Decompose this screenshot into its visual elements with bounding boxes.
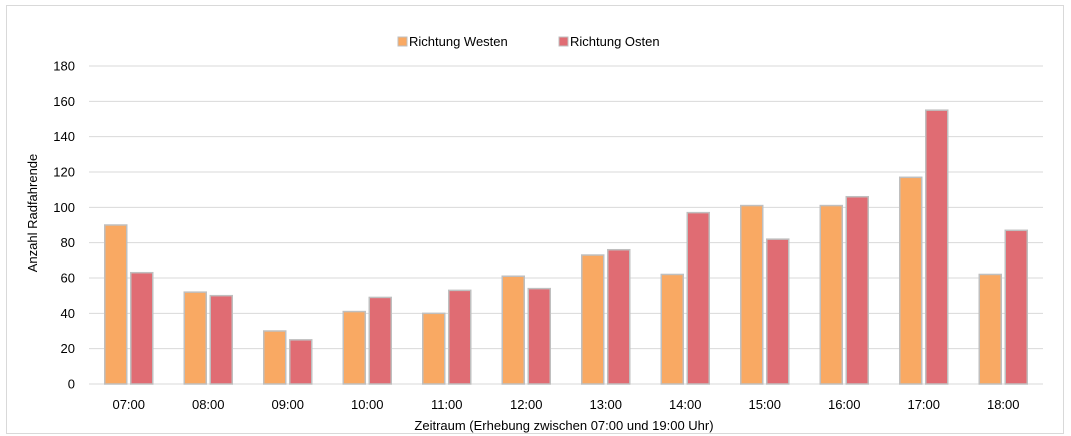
x-axis-title: Zeitraum (Erhebung zwischen 07:00 und 19… xyxy=(414,418,713,433)
x-tick-label: 15:00 xyxy=(748,397,781,412)
bar-osten-1300 xyxy=(607,248,631,385)
x-tick-label: 13:00 xyxy=(589,397,622,412)
bar-westen-1300 xyxy=(581,254,605,385)
legend-label: Richtung Westen xyxy=(409,34,508,49)
y-tick-label: 60 xyxy=(61,271,75,286)
bar-westen-1800 xyxy=(978,273,1002,385)
x-tick-label: 11:00 xyxy=(431,397,463,412)
bar-osten-0700 xyxy=(130,271,154,385)
bar-osten-1200 xyxy=(527,287,551,385)
x-tick-label: 16:00 xyxy=(828,397,861,412)
x-tick-label: 14:00 xyxy=(669,397,702,412)
bar-westen-1700 xyxy=(899,176,923,385)
y-tick-label: 100 xyxy=(53,200,75,215)
bar-westen-1100 xyxy=(422,312,446,385)
y-tick-label: 160 xyxy=(53,94,75,109)
y-tick-label: 180 xyxy=(53,59,75,74)
bar-westen-1000 xyxy=(342,310,366,385)
bar-westen-0800 xyxy=(183,291,207,385)
bar-osten-1700 xyxy=(925,109,949,385)
bar-osten-1000 xyxy=(368,296,392,385)
bar-westen-1500 xyxy=(740,204,764,385)
bar-osten-1400 xyxy=(686,211,710,385)
legend-swatch xyxy=(558,36,569,47)
x-tick-label: 08:00 xyxy=(192,397,225,412)
y-axis-ticks: 0 20 40 60 80 100 120 140 160 180 xyxy=(53,59,75,392)
x-tick-label: 09:00 xyxy=(271,397,304,412)
y-tick-label: 20 xyxy=(61,341,75,356)
bar-westen-1200 xyxy=(501,275,525,385)
y-tick-label: 140 xyxy=(53,129,75,144)
bar-osten-1500 xyxy=(766,238,790,385)
bar-osten-1100 xyxy=(448,289,472,385)
legend-label: Richtung Osten xyxy=(570,34,660,49)
bars xyxy=(104,109,1028,385)
x-tick-label: 10:00 xyxy=(351,397,384,412)
x-tick-label: 12:00 xyxy=(510,397,543,412)
bar-westen-1600 xyxy=(819,204,843,385)
x-tick-label: 17:00 xyxy=(907,397,940,412)
y-tick-label: 120 xyxy=(53,165,75,180)
bar-westen-1400 xyxy=(660,273,684,385)
x-axis-ticks: 07:00 08:00 09:00 10:00 11:00 12:00 13:00 14:00… xyxy=(112,397,1019,412)
legend-swatch xyxy=(397,36,408,47)
y-tick-label: 0 xyxy=(68,377,75,392)
x-tick-label: 07:00 xyxy=(112,397,145,412)
bar-westen-0700 xyxy=(104,224,128,385)
y-tick-label: 40 xyxy=(61,306,75,321)
bar-osten-0900 xyxy=(289,339,313,385)
bar-westen-0900 xyxy=(263,330,287,385)
legend: Richtung Westen Richtung Osten xyxy=(397,34,660,49)
bar-osten-1800 xyxy=(1004,229,1028,385)
x-tick-label: 18:00 xyxy=(987,397,1020,412)
bar-osten-1600 xyxy=(845,195,869,385)
y-axis-title: Anzahl Radfahrende xyxy=(25,154,40,273)
gridlines xyxy=(89,65,1043,385)
bar-osten-0800 xyxy=(209,294,233,385)
y-tick-label: 80 xyxy=(61,235,75,250)
